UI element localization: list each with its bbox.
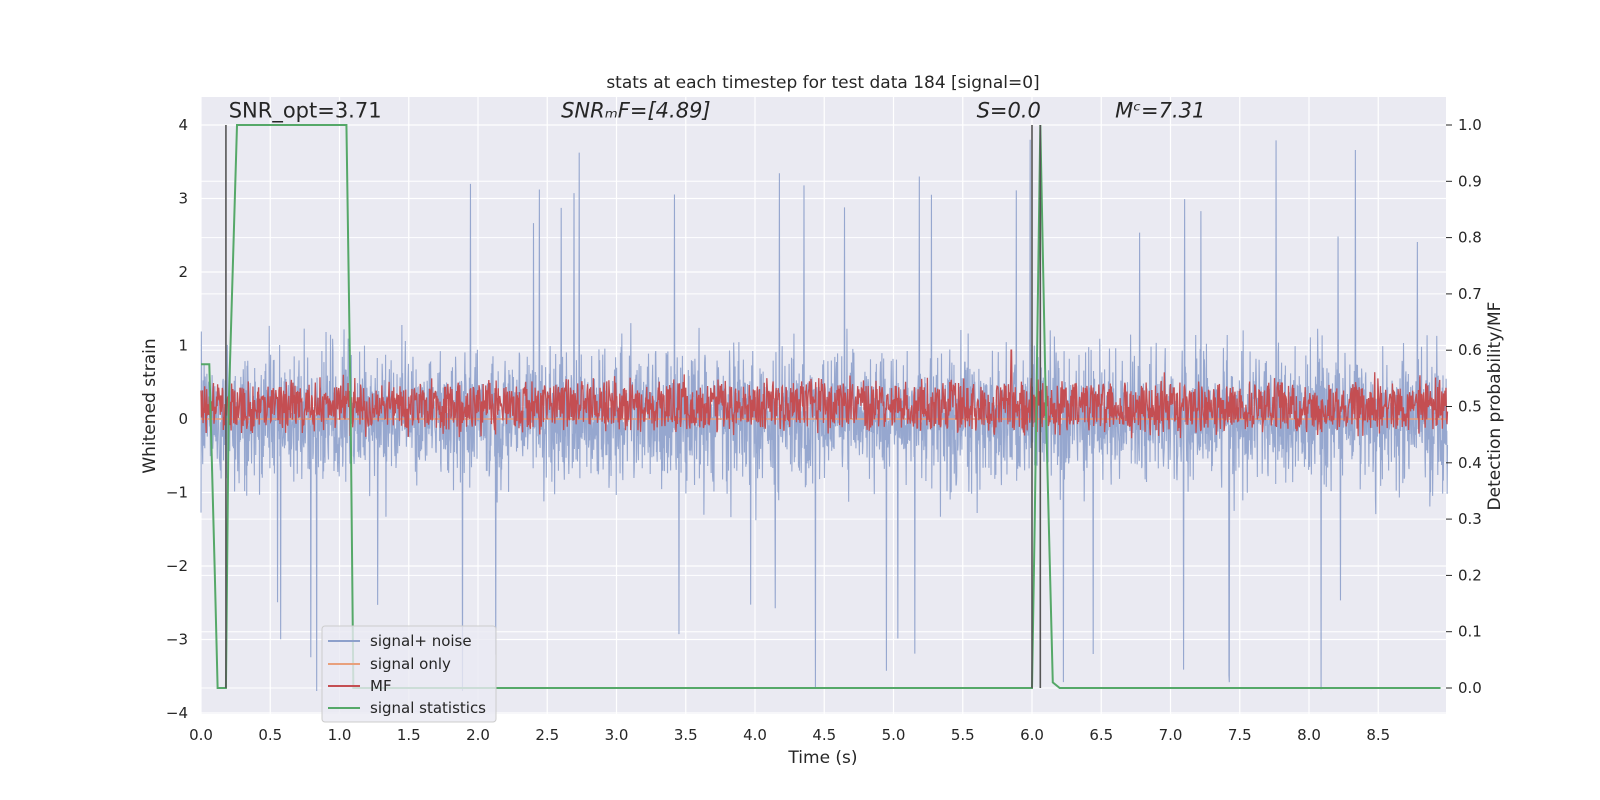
series-layer: [200, 124, 1449, 691]
right-y-tick-label: 0.5: [1458, 398, 1482, 416]
y-axis-ticks: 4 3 2 1 0 −1 −2 −3 −4: [166, 116, 188, 722]
annotation-text: Mᶜ=7.31: [1115, 99, 1205, 123]
y-tick-label: −4: [166, 704, 188, 722]
right-y-tick-label: 0.1: [1458, 623, 1482, 641]
legend-box: [321, 625, 497, 723]
right-y-tick-label: 0.3: [1458, 510, 1482, 528]
right-y-axis-ticks: 1.0 0.9 0.8 0.7 0.6 0.5 0.4 0.3 0.2 0.1 0.0: [1446, 116, 1482, 697]
x-tick-label: 2.5: [535, 726, 559, 744]
x-tick-label: 4.0: [743, 726, 767, 744]
annotations: SNR_opt=3.71 SNRₘF=[4.89] S=0.0 Mᶜ=7.31: [229, 99, 1206, 124]
right-y-tick-label: 1.0: [1458, 116, 1482, 134]
x-tick-label: 8.5: [1366, 726, 1390, 744]
right-y-tick-label: 0.8: [1458, 229, 1482, 247]
x-tick-label: 6.5: [1089, 726, 1113, 744]
vertical-markers: [225, 125, 1042, 688]
x-tick-label: 6.0: [1020, 726, 1044, 744]
x-tick-label: 3.0: [605, 726, 629, 744]
annotation-text: S=0.0: [977, 99, 1041, 123]
legend-label-signal-noise: signal+ noise: [370, 632, 472, 650]
legend-label-signal-statistics: signal statistics: [370, 699, 486, 717]
y-tick-label: 4: [178, 116, 188, 134]
x-tick-label: 0.0: [189, 726, 213, 744]
y-tick-label: 1: [178, 337, 188, 355]
x-axis-label: Time (s): [787, 748, 857, 768]
x-tick-label: 5.5: [951, 726, 975, 744]
y-axis-label: Whitened strain: [140, 338, 160, 473]
y-tick-label: 2: [178, 263, 188, 281]
x-tick-label: 0.5: [258, 726, 282, 744]
right-y-axis-label: Detection probability/MF: [1485, 302, 1505, 511]
y-tick-label: 3: [178, 190, 188, 208]
y-tick-label: −3: [166, 631, 188, 649]
annotation-text: SNRₘF=[4.89]: [561, 99, 711, 123]
y-tick-label: 0: [178, 410, 188, 428]
x-axis-ticks: 0.0 0.5 1.0 1.5 2.0 2.5 3.0 3.5 4.0 4.5 5.0 5.5 6.0 6…: [189, 726, 1390, 744]
x-tick-label: 7.0: [1159, 726, 1183, 744]
x-tick-label: 8.0: [1297, 726, 1321, 744]
legend-label-mf: MF: [370, 677, 392, 695]
x-tick-label: 4.5: [812, 726, 836, 744]
right-y-tick-label: 0.9: [1458, 172, 1482, 190]
chart-title: stats at each timestep for test data 184…: [606, 73, 1039, 93]
x-tick-label: 1.5: [397, 726, 421, 744]
right-y-tick-label: 0.2: [1458, 566, 1482, 584]
legend: signal+ noise signal only MF signal stat…: [321, 625, 497, 723]
right-y-tick-label: 0.4: [1458, 454, 1482, 472]
y-tick-label: −1: [166, 484, 188, 502]
x-tick-label: 7.5: [1228, 726, 1252, 744]
annotation-text: SNR_opt=3.71: [229, 99, 382, 124]
right-y-tick-label: 0.7: [1458, 285, 1482, 303]
x-tick-label: 1.0: [328, 726, 352, 744]
x-tick-label: 5.0: [882, 726, 906, 744]
x-tick-label: 2.0: [466, 726, 490, 744]
legend-label-signal-only: signal only: [370, 655, 451, 673]
series-signal-statistics: [201, 124, 1441, 689]
series-mf: [200, 349, 1449, 439]
right-y-tick-label: 0.6: [1458, 341, 1482, 359]
y-tick-label: −2: [166, 557, 188, 575]
right-y-tick-label: 0.0: [1458, 679, 1482, 697]
x-tick-label: 3.5: [674, 726, 698, 744]
